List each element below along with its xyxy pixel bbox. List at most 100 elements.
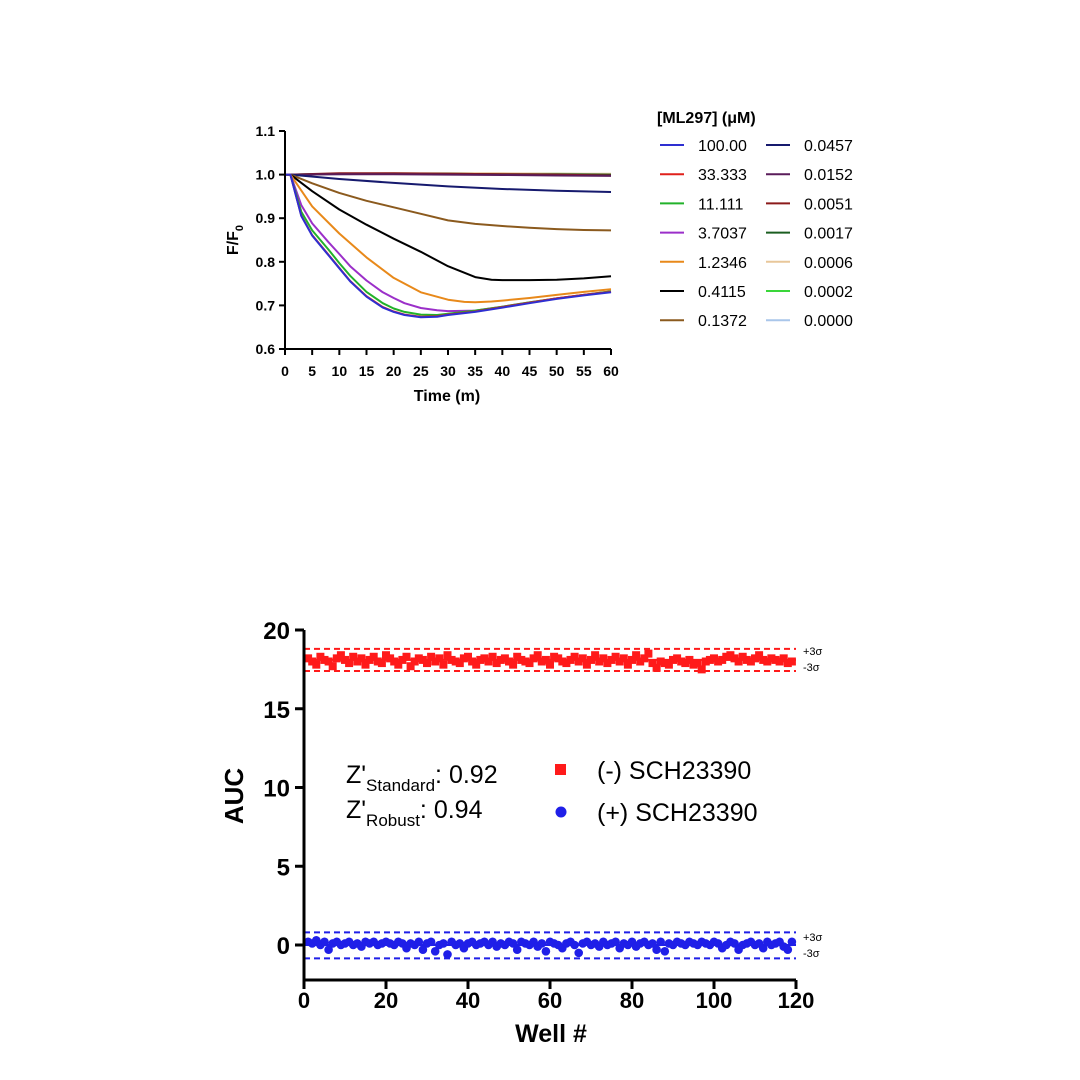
auc-y-tick-label: 15 [263,697,290,724]
point-sch23390 [324,657,333,666]
auc-legend-label-sch23390: (-) SCH23390 [597,757,751,785]
kinetics-y-ticks: 0.6 0.7 0.8 0.9 1.0 1.1 [256,123,285,357]
point-sch23390 [312,660,321,669]
z-robust-annotation: Z'Robust: 0.94 [346,796,483,830]
point-sch23390 [341,655,349,664]
point-sch23390 [603,659,612,668]
point-sch23390 [574,657,583,666]
point-sch23390 [439,660,448,669]
auc-legend: (-) SCH23390 (+) SCH23390 [555,757,758,827]
z-standard-value: : 0.92 [435,761,498,789]
point-sch23390 [771,655,780,664]
auc-y-label: AUC [219,768,249,825]
point-sch23390 [664,660,673,669]
auc-x-tick-label: 0 [298,988,310,1013]
point-sch23390 [484,657,493,666]
point-sch23390 [304,654,313,663]
point-sch23390 [451,657,460,666]
point-sch23390 [435,654,444,663]
auc-x-tick-label: 100 [696,988,733,1013]
point-sch23390 [677,657,686,666]
legend-label-0-0017: 0.0017 [804,226,853,243]
point-sch23390 [546,660,554,669]
kinetics-x-tick-label: 60 [603,363,619,379]
legend-label-0-0006: 0.0006 [804,255,853,272]
point-sch23390 [488,652,497,661]
point-sch23390 [755,651,764,660]
point-sch23390 [423,659,431,668]
point-sch23390 [673,654,682,663]
point-sch23390 [632,651,641,660]
point-sch23390 [455,659,464,668]
point-sch23390 [689,660,698,669]
point-sch23390 [459,654,468,663]
auc-y-tick-label: 10 [263,776,290,803]
kinetics-chart: 0.6 0.7 0.8 0.9 1.0 1.1 0 5 10 15 20 25 30 35 40 45 50 5… [225,110,853,405]
z-standard-prefix: Z' [346,761,366,789]
kinetics-x-tick-label: 55 [576,363,592,379]
kinetics-x-tick-label: 30 [440,363,456,379]
point-sch23390 [394,660,403,669]
point-sch23390 [512,945,522,955]
point-sch23390 [628,655,636,664]
auc-legend-marker-sch23390 [555,764,566,775]
neg-minus3-label: -3σ [803,662,820,674]
point-sch23390 [582,660,591,669]
point-sch23390 [701,657,710,666]
point-sch23390 [652,945,661,955]
point-sch23390 [722,652,731,661]
z-robust-prefix: Z' [346,796,366,824]
kinetics-y-tick-label: 1.0 [256,167,276,183]
point-sch23390 [759,655,768,664]
point-sch23390 [779,654,788,663]
pos-minus3-label: -3σ [803,948,820,960]
kinetics-y-tick-label: 0.8 [256,254,276,270]
point-sch23390 [513,652,522,661]
point-sch23390 [623,660,632,669]
auc-x-tick-label: 40 [456,988,480,1013]
point-sch23390 [648,939,657,948]
point-sch23390 [320,937,329,947]
point-sch23390 [480,654,489,663]
point-sch23390 [570,652,579,661]
kinetics-x-tick-label: 50 [549,363,565,379]
point-sch23390 [464,652,472,661]
point-sch23390 [787,937,797,947]
kinetics-x-tick-label: 15 [359,363,375,379]
legend-label-100-00: 100.00 [698,138,747,155]
point-sch23390 [308,657,317,666]
kinetics-x-tick-label: 10 [332,363,348,379]
point-sch23390 [505,657,513,666]
z-standard-annotation: Z'Standard: 0.92 [346,761,498,795]
point-sch23390 [410,657,419,666]
point-sch23390 [640,654,649,663]
point-sch23390 [767,654,776,663]
point-sch23390 [730,654,739,663]
point-sch23390 [382,651,390,660]
kinetics-y-tick-label: 0.6 [256,341,276,357]
legend-title: [ML297] (μM) [657,110,756,127]
point-sch23390 [365,655,374,664]
point-sch23390 [730,939,739,948]
point-sch23390 [439,939,448,948]
legend-label-33-333: 33.333 [698,167,747,184]
point-sch23390 [525,659,534,668]
point-sch23390 [775,657,784,666]
kinetics-y-label-main: F/F [225,231,242,255]
point-sch23390 [431,657,440,666]
point-sch23390 [615,657,624,666]
pos-plus3-label: +3σ [803,932,823,944]
point-sch23390 [357,654,366,663]
point-sch23390 [418,655,427,664]
kinetics-y-label: F/F0 [225,225,246,255]
kinetics-series-0-1372 [285,173,612,232]
kinetics-series-3-7037 [285,173,612,313]
auc-y-tick-label: 5 [277,854,290,881]
point-sch23390 [648,659,657,668]
point-sch23390 [607,655,616,664]
legend-label-0-0051: 0.0051 [804,196,853,213]
legend-label-11-111: 11.111 [698,196,743,213]
point-sch23390 [541,655,550,664]
legend-label-0-0457: 0.0457 [804,138,853,155]
